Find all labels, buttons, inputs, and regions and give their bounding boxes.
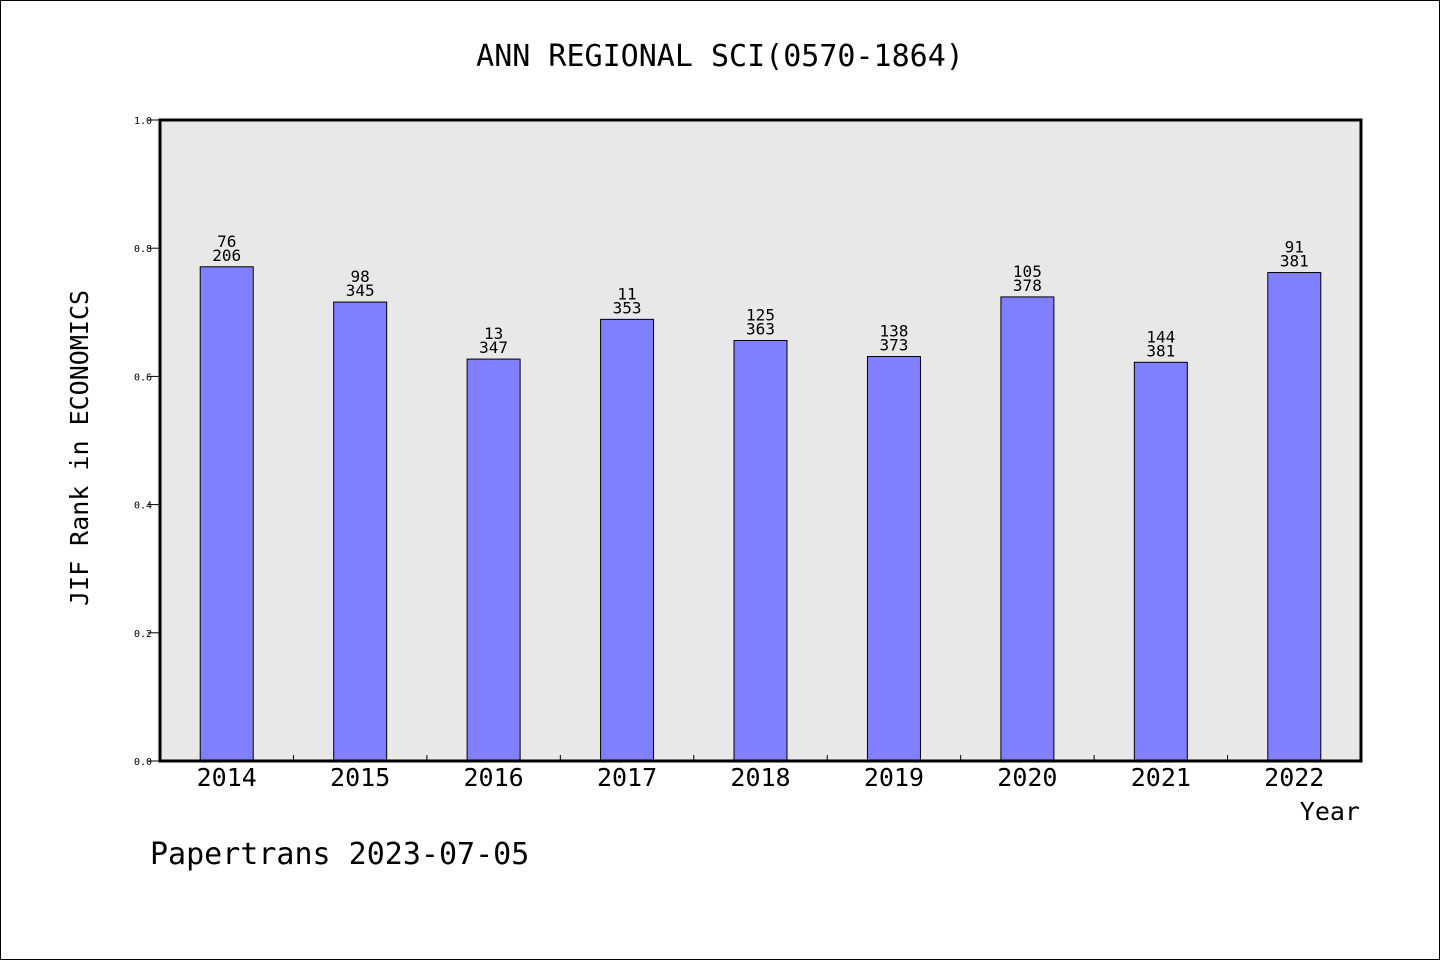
bars	[199, 266, 1322, 762]
y-tick-label: 0.6	[134, 372, 152, 383]
bar-total-label: 353	[613, 298, 642, 317]
x-tick-label: 2016	[464, 763, 524, 792]
x-tick-label: 2017	[597, 763, 657, 792]
x-tick-label: 2014	[197, 763, 257, 792]
y-tick-label: 1.0	[134, 116, 152, 127]
bar-total-label: 363	[746, 320, 775, 339]
bar	[600, 318, 655, 762]
bar-total-label: 378	[1013, 276, 1042, 295]
bar-rank-label: 105	[1013, 262, 1042, 281]
y-tick-label: 0.4	[134, 501, 152, 512]
bar	[866, 356, 921, 762]
y-axis-title: JIF Rank in ECONOMICS	[65, 290, 94, 606]
bar	[1267, 272, 1322, 762]
x-axis-title: Year	[1300, 797, 1360, 826]
bar-total-label: 381	[1280, 252, 1309, 271]
bar-rank-label: 13	[484, 324, 503, 343]
bar-total-label: 206	[212, 246, 241, 265]
footer-credit: Papertrans 2023-07-05	[150, 837, 529, 872]
x-tick-label: 2020	[997, 763, 1057, 792]
plot-border	[158, 118, 1363, 763]
y-tick-label: 0.2	[134, 629, 152, 640]
x-tick-label: 2015	[330, 763, 390, 792]
bar	[333, 301, 388, 762]
bar	[733, 340, 788, 762]
bar-rank-label: 98	[351, 267, 370, 286]
bar	[199, 266, 254, 762]
bar	[1133, 361, 1188, 762]
bar-rank-label: 11	[617, 284, 636, 303]
y-axis-ticks: 0.0 0.2 0.4 0.6 0.8 1.0	[134, 116, 160, 768]
x-tick-label: 2019	[864, 763, 924, 792]
bar-rank-label: 144	[1146, 327, 1175, 346]
bar-rank-label: 91	[1285, 238, 1304, 257]
x-tick-label: 2022	[1264, 763, 1324, 792]
x-tick-label: 2021	[1131, 763, 1191, 792]
x-axis-ticks: 2014 2015 2016 2017 2018 2019 2020 2021 2022	[197, 755, 1324, 792]
bar-total-label: 373	[879, 336, 908, 355]
bar	[1000, 296, 1055, 762]
chart-title: ANN REGIONAL SCI(0570-1864)	[476, 39, 964, 74]
y-tick-label: 0.0	[134, 757, 152, 768]
bar	[466, 358, 521, 762]
bar-rank-label: 138	[879, 322, 908, 341]
bar-total-label: 345	[346, 281, 375, 300]
bar-total-label: 381	[1146, 341, 1175, 360]
bar-rank-label: 76	[217, 232, 236, 251]
y-tick-label: 0.8	[134, 244, 152, 255]
x-tick-label: 2018	[730, 763, 790, 792]
bar-rank-label: 125	[746, 306, 775, 325]
bar-total-label: 347	[479, 338, 508, 357]
